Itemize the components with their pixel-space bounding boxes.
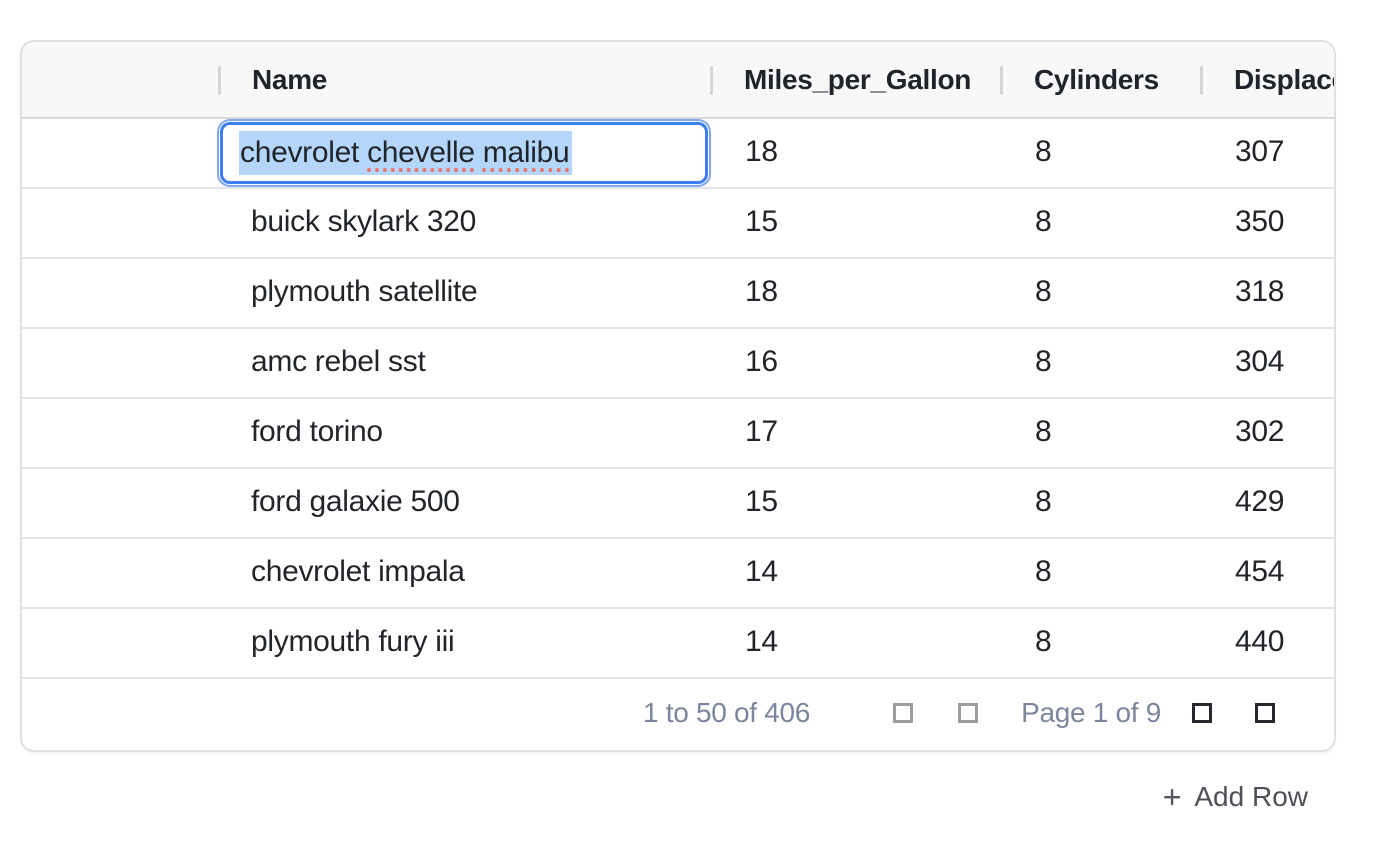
cell-cylinders[interactable]: 8 xyxy=(1035,415,1052,448)
cell-miles-per-gallon[interactable]: 17 xyxy=(745,415,778,448)
table-row: plymouth fury iii 14 8 440 xyxy=(22,609,1334,679)
cell-miles-per-gallon[interactable]: 15 xyxy=(745,485,778,518)
table-row: buick skylark 320 15 8 350 xyxy=(22,189,1334,259)
header-cell-name[interactable]: Name xyxy=(218,42,710,117)
previous-page-button[interactable] xyxy=(958,702,979,723)
column-label: Miles_per_Gallon xyxy=(744,64,972,95)
cell-displacement[interactable]: 304 xyxy=(1235,345,1285,378)
table-row: ford torino 17 8 302 xyxy=(22,399,1334,469)
cell-name[interactable]: ford galaxie 500 xyxy=(251,485,460,518)
cell-name[interactable]: buick skylark 320 xyxy=(251,205,476,238)
cell-cylinders[interactable]: 8 xyxy=(1035,275,1052,308)
cell-spacer xyxy=(22,469,218,537)
cell-displacement[interactable]: 429 xyxy=(1235,485,1285,518)
first-page-button[interactable] xyxy=(893,702,914,723)
row-range-summary: 1 to 50 of 406 xyxy=(643,696,811,728)
cell-miles-per-gallon[interactable]: 18 xyxy=(745,275,778,308)
cell-name[interactable]: amc rebel sst xyxy=(251,345,426,378)
cell-spacer xyxy=(22,189,218,257)
cell-name[interactable]: plymouth satellite xyxy=(251,275,478,308)
pagination-bar: 1 to 50 of 406 Page 1 of 9 xyxy=(22,679,1334,746)
cell-miles-per-gallon[interactable]: 14 xyxy=(745,555,778,588)
plus-icon: + xyxy=(1162,779,1182,815)
header-row: Name Miles_per_Gallon Cylinders Displace… xyxy=(22,42,1334,119)
column-label: Name xyxy=(252,64,328,95)
header-cell-displacement[interactable]: Displacement xyxy=(1200,42,1334,117)
cell-miles-per-gallon[interactable]: 18 xyxy=(745,135,778,168)
cell-name[interactable]: plymouth fury iii xyxy=(251,625,455,658)
table-row: ford galaxie 500 15 8 429 xyxy=(22,469,1334,539)
cell-spacer xyxy=(22,119,218,187)
cell-name[interactable]: chevrolet chevelle malibu xyxy=(218,119,710,187)
cell-displacement[interactable]: 318 xyxy=(1235,275,1285,308)
cell-name[interactable]: chevrolet impala xyxy=(251,555,465,588)
header-cell-cylinders[interactable]: Cylinders xyxy=(1000,42,1200,117)
cell-cylinders[interactable]: 8 xyxy=(1035,205,1052,238)
cell-spacer xyxy=(22,259,218,327)
column-label: Displacement xyxy=(1234,64,1334,95)
cell-spacer xyxy=(22,609,218,677)
header-cell-miles-per-gallon[interactable]: Miles_per_Gallon xyxy=(710,42,1000,117)
table-row: amc rebel sst 16 8 304 xyxy=(22,329,1334,399)
cell-displacement[interactable]: 350 xyxy=(1235,205,1285,238)
cell-miles-per-gallon[interactable]: 14 xyxy=(745,625,778,658)
header-cell-spacer xyxy=(22,42,218,117)
last-page-button[interactable] xyxy=(1255,702,1275,723)
cell-cylinders[interactable]: 8 xyxy=(1035,625,1052,658)
cell-cylinders[interactable]: 8 xyxy=(1035,135,1052,168)
cell-spacer xyxy=(22,539,218,607)
cell-displacement[interactable]: 307 xyxy=(1235,135,1285,168)
table-row: chevrolet chevelle malibu 18 8 307 xyxy=(22,119,1334,189)
data-grid: Name Miles_per_Gallon Cylinders Displace… xyxy=(20,40,1336,752)
table-row: chevrolet impala 14 8 454 xyxy=(22,539,1334,609)
cell-name[interactable]: ford torino xyxy=(251,415,383,448)
cell-cylinders[interactable]: 8 xyxy=(1035,345,1052,378)
cell-displacement[interactable]: 454 xyxy=(1235,555,1285,588)
cell-spacer xyxy=(22,399,218,467)
column-label: Cylinders xyxy=(1034,64,1159,95)
cell-miles-per-gallon[interactable]: 15 xyxy=(745,205,778,238)
next-page-button[interactable] xyxy=(1192,702,1212,723)
page-status: Page 1 of 9 xyxy=(1021,696,1161,728)
cell-cylinders[interactable]: 8 xyxy=(1035,485,1052,518)
cell-displacement[interactable]: 440 xyxy=(1235,625,1285,658)
add-row-button[interactable]: + Add Row xyxy=(1163,781,1308,813)
cell-cylinders[interactable]: 8 xyxy=(1035,555,1052,588)
cell-displacement[interactable]: 302 xyxy=(1235,415,1285,448)
add-row-label: Add Row xyxy=(1194,781,1308,812)
cell-editor-input[interactable]: chevrolet chevelle malibu xyxy=(220,122,708,184)
table-row: plymouth satellite 18 8 318 xyxy=(22,259,1334,329)
cell-miles-per-gallon[interactable]: 16 xyxy=(745,345,778,378)
cell-spacer xyxy=(22,329,218,397)
selected-text: chevrolet chevelle malibu xyxy=(239,131,573,175)
grid-body: chevrolet chevelle malibu 18 8 307 buick… xyxy=(22,119,1334,679)
